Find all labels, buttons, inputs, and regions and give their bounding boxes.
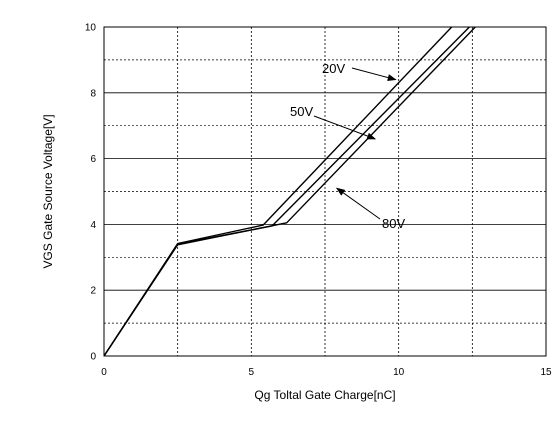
x-axis-label: Qg Toltal Gate Charge[nC] (254, 388, 395, 402)
x-tick-label: 10 (393, 367, 405, 378)
annotation-arrow-80v (335, 187, 381, 220)
y-tick-label: 6 (90, 154, 96, 165)
x-tick-label: 15 (540, 367, 552, 378)
annotations: 20V 50V 80V (290, 61, 405, 231)
y-tick-labels: 0 2 4 6 8 10 (85, 23, 97, 363)
x-tick-label: 5 (249, 367, 255, 378)
x-tick-labels: 0 5 10 15 (101, 367, 552, 378)
y-tick-label: 2 (90, 286, 96, 297)
y-tick-label: 8 (90, 88, 96, 99)
y-tick-label: 4 (90, 220, 96, 231)
y-tick-label: 0 (90, 352, 96, 363)
annotation-label-20v: 20V (322, 61, 345, 76)
series-line-80v (103, 26, 476, 357)
annotation-label-50v: 50V (290, 104, 313, 119)
y-axis-label: VGS Gate Source Voltage[V] (41, 114, 55, 268)
annotation-arrow-20v (351, 67, 397, 81)
x-tick-label: 0 (101, 367, 107, 378)
plot-frame (103, 26, 547, 357)
annotation-arrow-50v (313, 115, 377, 140)
annotation-label-80v: 80V (382, 216, 405, 231)
series-lines (103, 26, 476, 357)
series-line-50v (103, 26, 470, 357)
grid (104, 27, 546, 356)
y-tick-label: 10 (85, 23, 97, 34)
